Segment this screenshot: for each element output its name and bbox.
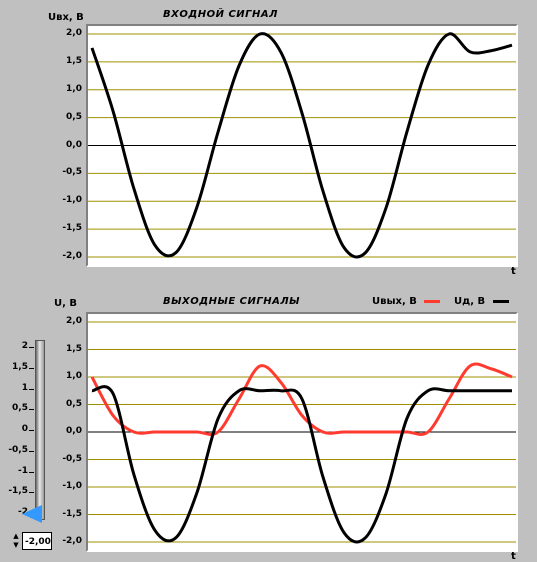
legend-swatch-uout [424, 299, 441, 303]
y-tick-label: -1,5 [62, 223, 82, 234]
slider-tick-label: 2 [21, 341, 28, 351]
y-tick-label: 2,0 [66, 316, 82, 326]
series-line-0 [90, 32, 513, 259]
series-line-0 [90, 362, 513, 436]
y-tick-label: 0,0 [66, 426, 82, 436]
top-chart-svg [88, 32, 516, 259]
y-tick-label: 1,0 [66, 371, 82, 381]
y-tick-label: 1,0 [66, 83, 82, 94]
top-chart-ylabel: Uвх, В [48, 12, 84, 23]
y-tick-label: 1,5 [66, 343, 82, 354]
top-plot-area [86, 24, 518, 267]
y-tick-label: 0,5 [66, 398, 82, 409]
slider-tick-mark [29, 450, 34, 452]
y-tick-label: -2,0 [62, 251, 82, 261]
slider-tick-label: -1 [18, 465, 28, 476]
legend-item-uout: Uвых, В [372, 296, 441, 307]
slider-tick-mark [29, 471, 34, 473]
legend-label-ud: Uд, В [454, 296, 486, 307]
spin-up-icon[interactable]: ▲ [13, 532, 19, 540]
numeric-spinner[interactable]: ▲ ▼ [11, 532, 21, 550]
slider-tick-label: -1,5 [8, 486, 28, 497]
bottom-chart-title: ВЫХОДНЫЕ СИГНАЛЫ [163, 296, 300, 307]
voltage-slider-track[interactable] [35, 340, 45, 520]
top-chart-title: ВХОДНОЙ СИГНАЛ [163, 9, 278, 20]
slider-tick-label: 1 [21, 382, 28, 393]
y-tick-label: -2,0 [62, 536, 82, 546]
slider-tick-mark [29, 492, 34, 494]
y-tick-label: -1,5 [62, 508, 82, 519]
bottom-chart-ylabel: U, В [54, 298, 78, 309]
y-tick-label: -0,5 [62, 167, 82, 178]
slider-tick-mark [29, 388, 34, 390]
voltage-numeric-input[interactable]: -2,00 [22, 532, 52, 550]
bottom-chart-svg [88, 321, 516, 544]
y-tick-label: -1,0 [62, 195, 82, 206]
legend-item-ud: Uд, В [454, 296, 509, 307]
top-chart-xlabel: t [511, 266, 516, 277]
y-tick-label: -1,0 [62, 481, 82, 491]
legend-label-uout: Uвых, В [372, 296, 417, 307]
slider-tick-label: 0 [21, 424, 28, 434]
slider-tick-mark [29, 367, 34, 369]
y-tick-label: 0,0 [66, 139, 82, 150]
slider-tick-label: -0,5 [8, 444, 28, 455]
slider-tick-label: 1,5 [12, 361, 28, 372]
bottom-chart-xlabel: t [511, 551, 516, 562]
slider-tick-mark [29, 409, 34, 411]
y-tick-label: -0,5 [62, 453, 82, 464]
legend-swatch-ud [492, 299, 509, 303]
bottom-plot-area [86, 312, 518, 552]
y-tick-label: 0,5 [66, 111, 82, 122]
voltage-slider-thumb[interactable] [22, 505, 42, 523]
slider-tick-mark [29, 430, 34, 431]
y-tick-label: 2,0 [66, 28, 82, 38]
y-tick-label: 1,5 [66, 55, 82, 66]
slider-tick-label: 0,5 [12, 403, 28, 414]
series-line-1 [91, 385, 512, 544]
spin-down-icon[interactable]: ▼ [13, 541, 19, 549]
slider-tick-mark [29, 347, 34, 348]
